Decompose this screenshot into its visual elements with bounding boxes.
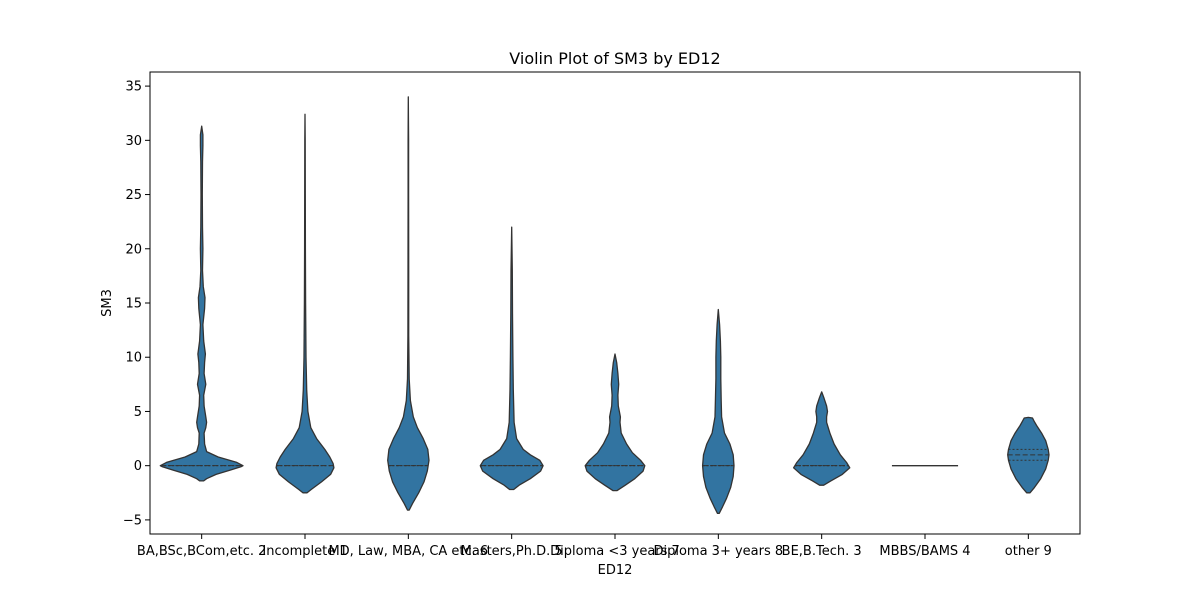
violin-4 — [479, 226, 544, 491]
violin-7 — [792, 391, 851, 486]
x-tick-label: BA,BSc,BCom,etc. 2 — [137, 544, 266, 559]
y-tick-label: 30 — [125, 134, 142, 149]
x-tick-label: Diploma 3+ years 8 — [653, 544, 783, 559]
y-tick-label: −5 — [123, 513, 142, 528]
violin-3 — [387, 96, 430, 511]
x-tick-label: MBBS/BAMS 4 — [879, 544, 970, 559]
x-tick-label: Diploma <3 years 7 — [550, 544, 680, 559]
x-tick-label: other 9 — [1005, 544, 1052, 559]
x-axis-label: ED12 — [598, 563, 633, 578]
y-tick-label: 25 — [125, 188, 142, 203]
x-tick-label: Incomplete 1 — [262, 544, 347, 559]
violin-2 — [275, 113, 335, 494]
y-tick-label: 20 — [125, 242, 142, 257]
y-tick-label: 5 — [134, 405, 142, 420]
y-axis-label: SM3 — [100, 289, 115, 317]
x-tick-label: BE,B.Tech. 3 — [782, 544, 862, 559]
y-axis: −5 0 5 10 15 20 25 30 35 — [123, 80, 150, 528]
violin-1 — [159, 125, 244, 482]
violin-6 — [701, 308, 735, 515]
violins-group — [159, 96, 1050, 515]
violin-9 — [1007, 416, 1050, 494]
y-tick-label: 15 — [125, 297, 142, 312]
y-tick-label: 35 — [125, 80, 142, 95]
violin-5 — [584, 353, 646, 492]
chart-title: Violin Plot of SM3 by ED12 — [509, 49, 720, 68]
x-tick-label: Masters,Ph.D. 5 — [461, 544, 563, 559]
y-tick-label: 10 — [125, 351, 142, 366]
x-tick-label: MD, Law, MBA, CA etc. 6 — [328, 544, 488, 559]
y-tick-label: 0 — [134, 459, 142, 474]
